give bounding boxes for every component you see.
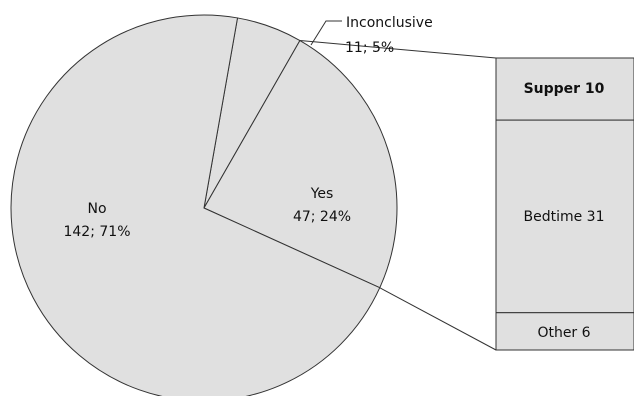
- pie-slice-yes: [203, 39, 398, 289]
- slice-value-yes: 47; 24%: [293, 209, 351, 225]
- bar-segment-supper: [495, 57, 634, 121]
- stacked-bar: [495, 57, 634, 351]
- pie-bar-connectors: [299, 20, 497, 351]
- bar-segment-other: [495, 312, 634, 351]
- bar-segment-bedtime: [495, 119, 634, 314]
- connector-bottom: [379, 287, 497, 351]
- pie-chart: [10, 14, 398, 396]
- pie-slice-no: [10, 14, 381, 396]
- bar-label-supper: Supper 10: [524, 81, 605, 97]
- connector-top: [299, 40, 497, 59]
- inconclusive-leader-line: [310, 20, 342, 46]
- bar-label-other: Other 6: [537, 325, 590, 341]
- bar-label-bedtime: Bedtime 31: [524, 209, 605, 225]
- slice-label-no: No: [87, 201, 106, 217]
- slice-label-inconclusive: Inconclusive: [346, 15, 433, 31]
- slice-label-yes: Yes: [310, 186, 334, 202]
- slice-value-inconclusive: 11; 5%: [345, 40, 394, 56]
- slice-value-no: 142; 71%: [63, 224, 130, 240]
